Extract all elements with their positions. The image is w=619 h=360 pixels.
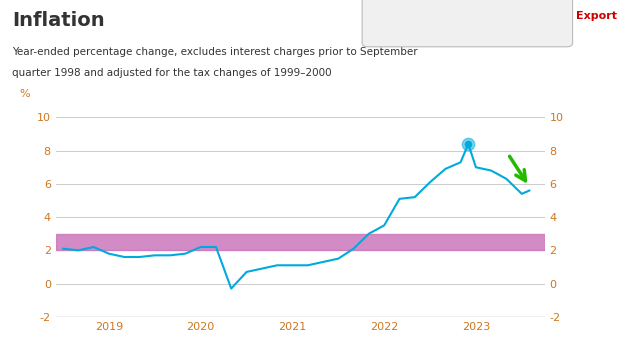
Text: Monthly CPI Indicator:: Monthly CPI Indicator: (391, 17, 526, 27)
Text: Help: Help (532, 11, 561, 21)
Text: %: % (19, 89, 30, 99)
Bar (56, 234, 545, 250)
Text: December 2022: December 2022 (374, 0, 467, 8)
Text: quarter 1998 and adjusted for the tax changes of 1999–2000: quarter 1998 and adjusted for the tax ch… (12, 68, 332, 78)
Text: 8.4: 8.4 (472, 15, 493, 28)
Text: Year-ended percentage change, excludes interest charges prior to September: Year-ended percentage change, excludes i… (12, 47, 418, 57)
Text: •: • (378, 13, 387, 31)
Point (464, 141, 474, 147)
Text: Inflation: Inflation (12, 11, 105, 30)
Text: Export: Export (576, 11, 617, 21)
Point (464, 141, 474, 147)
